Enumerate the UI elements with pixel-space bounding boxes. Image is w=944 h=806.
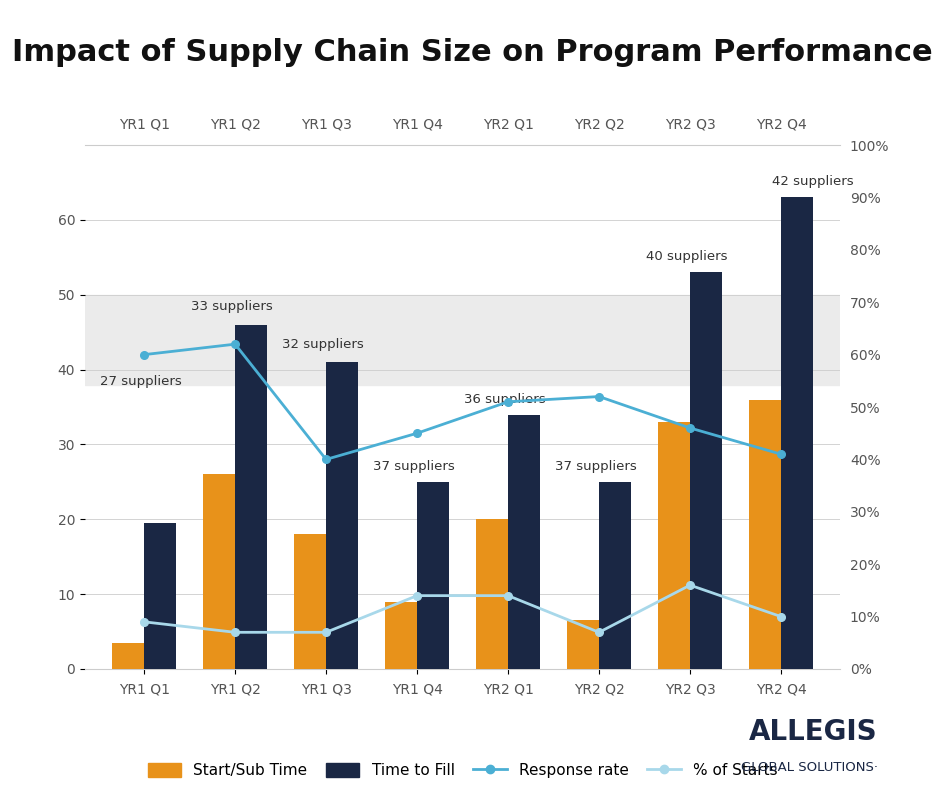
Text: 36 suppliers: 36 suppliers xyxy=(464,393,546,405)
Text: GLOBAL SOLUTIONS·: GLOBAL SOLUTIONS· xyxy=(741,761,878,774)
Text: 32 suppliers: 32 suppliers xyxy=(282,338,364,351)
Bar xyxy=(599,482,631,669)
Bar xyxy=(417,482,449,669)
Bar xyxy=(326,362,358,669)
Text: 37 suppliers: 37 suppliers xyxy=(374,460,455,473)
Text: 40 suppliers: 40 suppliers xyxy=(647,251,728,264)
Bar xyxy=(112,643,144,669)
Bar xyxy=(781,197,813,669)
Text: 27 suppliers: 27 suppliers xyxy=(100,376,182,388)
Bar xyxy=(235,325,267,669)
Bar xyxy=(85,295,840,384)
Bar xyxy=(476,519,508,669)
Bar xyxy=(144,523,176,669)
Bar xyxy=(750,400,781,669)
Legend: Start/Sub Time, Time to Fill, Response rate, % of Starts: Start/Sub Time, Time to Fill, Response r… xyxy=(142,757,784,784)
Bar xyxy=(385,601,417,669)
Bar xyxy=(567,621,599,669)
Bar xyxy=(658,422,690,669)
Text: 42 suppliers: 42 suppliers xyxy=(772,176,853,189)
Bar xyxy=(690,272,722,669)
Text: 37 suppliers: 37 suppliers xyxy=(555,460,637,473)
Text: ALLEGIS: ALLEGIS xyxy=(750,717,878,746)
Bar xyxy=(203,475,235,669)
Text: 33 suppliers: 33 suppliers xyxy=(192,301,273,314)
Bar xyxy=(508,414,540,669)
Text: Impact of Supply Chain Size on Program Performance: Impact of Supply Chain Size on Program P… xyxy=(11,38,933,67)
Bar xyxy=(295,534,326,669)
